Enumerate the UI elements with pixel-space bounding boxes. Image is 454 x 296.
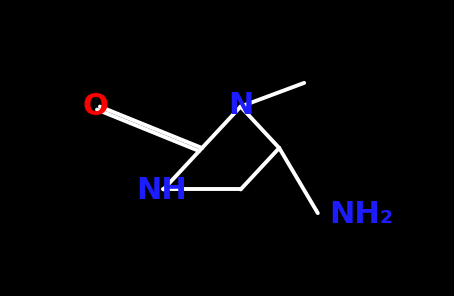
- Text: O: O: [83, 92, 108, 121]
- Text: NH₂: NH₂: [329, 200, 393, 229]
- Text: NH: NH: [136, 176, 187, 205]
- Text: N: N: [228, 91, 253, 120]
